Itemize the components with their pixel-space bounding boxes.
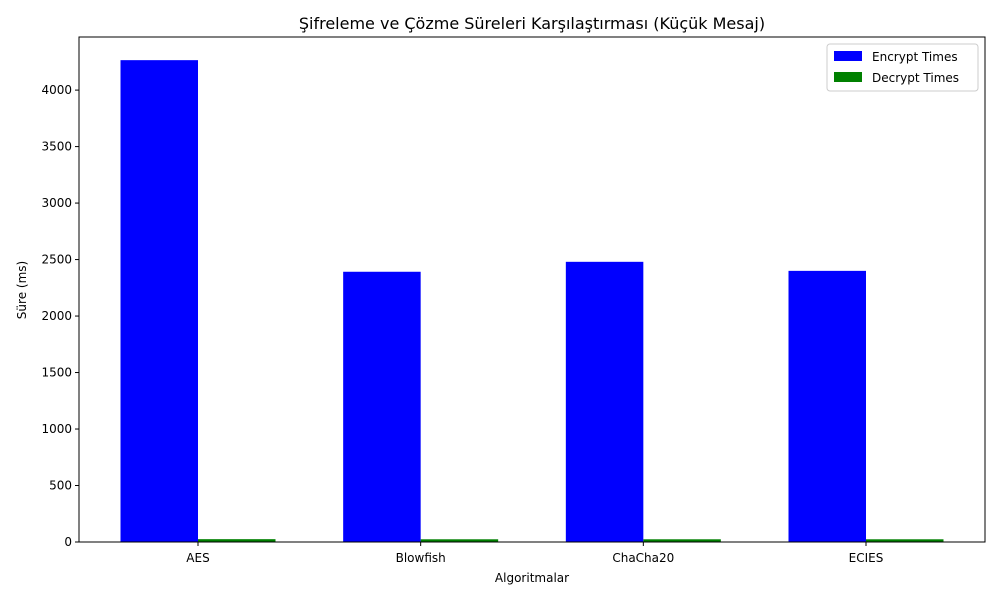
- bar-encrypt-blowfish: [343, 271, 421, 542]
- y-tick-label: 0: [64, 535, 72, 549]
- x-tick-label: ChaCha20: [612, 551, 674, 565]
- legend-box: [826, 43, 979, 92]
- legend-swatch: [834, 72, 862, 82]
- y-axis-label: Süre (ms): [15, 261, 29, 319]
- x-tick-label: AES: [186, 551, 209, 565]
- y-tick-label: 3000: [41, 196, 72, 210]
- y-tick-label: 2500: [41, 253, 72, 267]
- legend-entry: Decrypt Times: [872, 71, 959, 85]
- bar-decrypt-aes: [198, 539, 276, 542]
- bar-decrypt-chacha20: [643, 539, 721, 542]
- plot-frame: [78, 36, 986, 543]
- y-tick-label: 2000: [41, 309, 72, 323]
- legend-swatch: [834, 51, 862, 61]
- bar-decrypt-ecies: [866, 539, 944, 542]
- x-axis-label: Algoritmalar: [495, 571, 569, 585]
- x-tick-label: Blowfish: [396, 551, 446, 565]
- y-tick-label: 4000: [41, 83, 72, 97]
- bar-encrypt-chacha20: [565, 261, 644, 542]
- y-tick-label: 1500: [41, 366, 72, 380]
- plot-area: 0 500 1000 1500 2000 2500 3000 3500 4000 AES Blowf…: [41, 36, 986, 565]
- y-tick-label: 1000: [41, 422, 72, 436]
- y-tick-label: 3500: [41, 140, 72, 154]
- legend: Encrypt Times Decrypt Times: [826, 43, 979, 92]
- bar-decrypt-blowfish: [420, 539, 499, 542]
- bar-encrypt-aes: [120, 60, 198, 543]
- y-tick-label: 500: [49, 479, 72, 493]
- chart-title: Şifreleme ve Çözme Süreleri Karşılaştırm…: [299, 14, 765, 33]
- bar-encrypt-ecies: [788, 270, 866, 542]
- x-tick-label: ECIES: [849, 551, 884, 565]
- legend-entry: Encrypt Times: [872, 50, 958, 64]
